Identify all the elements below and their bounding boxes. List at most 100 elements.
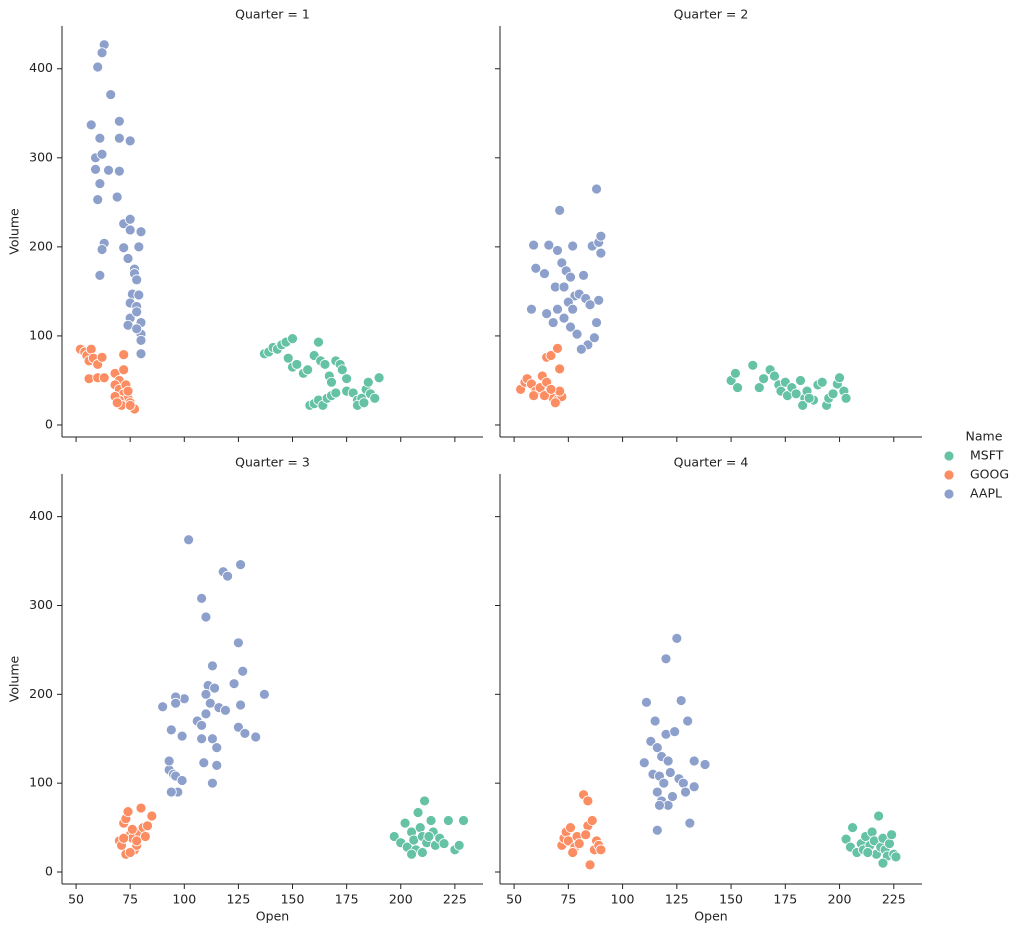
point <box>565 822 576 833</box>
x-tick-label: 100 <box>611 892 635 907</box>
x-tick-label: 50 <box>506 892 522 907</box>
point <box>92 194 104 206</box>
point <box>834 372 845 384</box>
y-tick-label: 300 <box>29 149 53 164</box>
point <box>753 382 765 393</box>
point <box>146 810 158 822</box>
point <box>684 817 696 829</box>
point <box>539 268 550 279</box>
point <box>211 742 223 754</box>
point <box>113 165 125 177</box>
point <box>862 847 874 858</box>
point <box>575 343 587 355</box>
facet-title: Quarter = 4 <box>674 455 749 470</box>
point <box>591 183 602 195</box>
point <box>565 321 576 333</box>
point <box>388 831 400 842</box>
point <box>664 767 676 778</box>
point <box>654 799 665 811</box>
point <box>591 317 602 328</box>
point <box>558 281 570 293</box>
point <box>373 372 385 384</box>
point <box>593 294 605 306</box>
point <box>547 317 559 328</box>
point <box>651 786 663 798</box>
point <box>567 847 579 858</box>
point <box>662 755 674 767</box>
point <box>571 328 583 340</box>
y-tick-label: 100 <box>29 327 53 342</box>
point <box>122 385 134 397</box>
point <box>198 757 210 769</box>
x-axis-label: Open <box>694 909 727 924</box>
point <box>250 731 262 743</box>
point <box>884 838 895 849</box>
point <box>222 570 233 582</box>
point <box>122 253 134 264</box>
point <box>124 224 136 236</box>
point <box>425 815 437 826</box>
point <box>103 164 114 176</box>
point <box>595 247 607 259</box>
point <box>282 352 294 364</box>
point <box>183 534 195 546</box>
point <box>890 851 902 863</box>
point <box>90 163 101 175</box>
point <box>562 835 574 847</box>
point <box>170 697 182 709</box>
x-tick-label: 200 <box>389 892 413 907</box>
point <box>124 213 136 225</box>
point <box>595 844 607 856</box>
point <box>369 392 381 404</box>
point <box>196 720 208 731</box>
point <box>131 306 143 318</box>
point <box>133 241 145 253</box>
point <box>660 653 672 665</box>
point <box>651 824 663 836</box>
point <box>98 372 110 384</box>
point <box>584 859 596 871</box>
legend-label: AAPL <box>970 486 1002 501</box>
point <box>118 364 130 376</box>
point <box>641 696 652 708</box>
point <box>135 348 147 360</box>
point <box>124 135 136 147</box>
point <box>528 239 540 251</box>
point <box>326 376 337 388</box>
point <box>113 132 125 144</box>
point <box>200 688 212 700</box>
point <box>573 838 585 849</box>
point <box>135 802 147 814</box>
point <box>362 376 374 388</box>
legend-marker <box>943 488 955 500</box>
point <box>124 399 136 411</box>
point <box>118 242 130 254</box>
point <box>416 847 428 858</box>
point <box>94 132 106 144</box>
point <box>233 721 244 733</box>
point <box>96 244 108 255</box>
point <box>207 660 218 672</box>
point <box>758 373 770 385</box>
point <box>651 742 663 754</box>
point <box>584 299 596 311</box>
point <box>412 807 424 818</box>
point <box>669 726 681 738</box>
point <box>567 240 579 252</box>
point <box>135 334 147 346</box>
x-tick-label: 225 <box>882 892 906 907</box>
point <box>341 373 353 385</box>
point <box>803 392 815 404</box>
point <box>730 367 741 379</box>
x-tick-label: 125 <box>665 892 689 907</box>
point <box>165 786 177 798</box>
point <box>330 387 342 399</box>
point <box>578 269 589 281</box>
point <box>399 817 411 829</box>
point <box>239 728 251 739</box>
point <box>85 343 97 355</box>
point <box>442 815 454 826</box>
legend-title: Name <box>966 429 1003 444</box>
y-tick-label: 200 <box>29 238 53 253</box>
